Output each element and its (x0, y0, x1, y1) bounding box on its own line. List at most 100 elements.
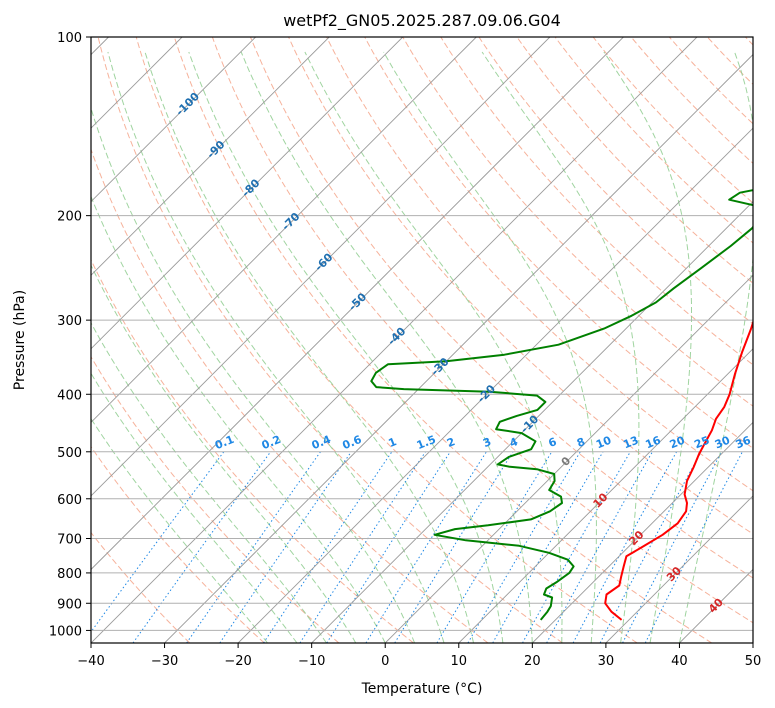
plot-area: -100-90-80-70-60-50-40-30-20-10010203040… (91, 10, 775, 643)
series-lines (370, 189, 753, 621)
mixing-ratio-label: 20 (668, 434, 687, 452)
mixing-ratio-label: 2 (445, 435, 457, 450)
isotherm-line (311, 201, 753, 643)
isotherm-line (91, 37, 404, 350)
isotherm-line (532, 421, 753, 643)
mixing-ratio-label: 3 (481, 435, 493, 450)
moist-adiabat-line (91, 417, 268, 643)
isotherm-label: -100 (173, 90, 202, 119)
isotherms (91, 37, 753, 643)
mixing-ratio-label: 0.4 (310, 433, 333, 452)
y-tick-label: 1000 (49, 624, 82, 639)
isotherm-line (605, 495, 753, 643)
isotherm-line (164, 53, 753, 643)
mixing-ratio-label: 10 (594, 434, 613, 452)
mixing-ratio-line (467, 451, 581, 643)
moist-adiabat-line (481, 51, 640, 643)
moist-adiabat-line (91, 321, 327, 643)
mixing-ratio-line (492, 451, 604, 643)
mixing-ratio-label: 0.2 (260, 433, 283, 452)
dry-adiabat-line (287, 37, 753, 535)
dry-adiabat-line (249, 37, 753, 579)
isotherm-line (91, 37, 477, 423)
mixing-ratio-line (522, 451, 631, 643)
mixing-ratio-label: 4 (508, 435, 520, 450)
mixing-ratio-line (394, 451, 514, 643)
dry-adiabat-line (91, 531, 191, 643)
moist-adiabat-line (603, 51, 692, 643)
isotherm-label: -70 (279, 210, 302, 233)
temperature-profile-line (604, 319, 753, 621)
mixing-ratio-line (219, 451, 352, 643)
dry-adiabat-line (135, 37, 638, 643)
isotherm-label: -30 (428, 355, 451, 378)
isotherm-label: -80 (239, 176, 262, 199)
y-tick-label: 100 (57, 31, 82, 46)
x-axis-title: Temperature (°C) (361, 681, 483, 697)
dry-adiabat-line (173, 37, 713, 643)
moist-adiabat-line (383, 51, 597, 643)
x-tick-label: −20 (224, 654, 251, 669)
dry-adiabat-line (91, 148, 489, 643)
x-tick-label: 40 (671, 654, 688, 669)
moist-adiabat-line (91, 372, 298, 643)
y-tick-label: 400 (57, 388, 82, 403)
chart-title: wetPf2_GN05.2025.287.09.06.G04 (283, 11, 561, 31)
dry-adiabat-line (440, 37, 753, 366)
dry-adiabat-line (630, 37, 753, 164)
mixing-ratio-line (91, 451, 225, 633)
mixing-ratio-label: 0.6 (341, 433, 364, 452)
mixing-ratio-label: 6 (547, 435, 559, 450)
mixing-ratio-line (186, 451, 321, 643)
mixing-ratio-line (644, 451, 743, 643)
moist-adiabat-line (678, 51, 753, 643)
isotherm-label: -50 (346, 290, 369, 313)
isotherm-label: -40 (385, 325, 408, 348)
isotherm-label: 40 (706, 595, 726, 615)
dewpoint-profile-line (370, 189, 753, 621)
x-tick-label: −30 (151, 654, 178, 669)
x-tick-label: 0 (381, 654, 389, 669)
x-axis: −40 −30 −20 −10 0 10 20 30 40 50 (77, 643, 761, 669)
dry-adiabat-line (91, 355, 340, 643)
moist-adiabat-line (91, 106, 416, 643)
x-tick-label: 20 (524, 654, 541, 669)
x-tick-label: −10 (298, 654, 325, 669)
moist-adiabat-line (240, 51, 533, 643)
mixing-ratio-label: 1.5 (415, 433, 438, 452)
y-tick-label: 700 (57, 533, 82, 548)
x-tick-label: −40 (77, 654, 104, 669)
mixing-ratio-label: 0.1 (213, 433, 236, 452)
dry-adiabat-line (516, 37, 753, 284)
dry-adiabat-line (757, 10, 775, 643)
dry-adiabat-line (554, 37, 753, 244)
isotherm-line (91, 37, 698, 643)
dry-adiabat-line (744, 37, 753, 46)
y-tick-label: 200 (57, 210, 82, 225)
dry-adiabat-line (364, 37, 753, 449)
isotherm-line (752, 642, 753, 643)
mixing-ratio-line (132, 451, 272, 643)
y-tick-label: 800 (57, 567, 82, 582)
isotherm-label: -60 (312, 250, 335, 273)
isotherm-line (91, 37, 551, 497)
moist-adiabats (91, 51, 753, 643)
dry-adiabat-line (668, 37, 753, 125)
mixing-ratio-label: 1 (387, 435, 399, 450)
mixing-ratio-label: 25 (692, 434, 711, 452)
mixing-ratio-label: 16 (644, 434, 663, 452)
dry-adiabat-line (706, 37, 753, 85)
y-axis: 100 200 300 400 500 600 700 800 900 1000 (49, 31, 91, 639)
moist-adiabat-line (144, 51, 474, 643)
dry-adiabat-line (97, 37, 563, 643)
x-tick-label: 30 (598, 654, 615, 669)
x-tick-label: 10 (451, 654, 468, 669)
mixing-ratio-line (436, 451, 553, 643)
moist-adiabat-line (304, 51, 563, 643)
dry-adiabat-line (478, 37, 753, 325)
isotherm-line (91, 37, 256, 203)
isotherm-label: -20 (475, 382, 498, 405)
mixing-ratio-label: 30 (713, 434, 732, 452)
mixing-ratio-label: 8 (575, 435, 587, 450)
moist-adiabat-line (91, 195, 386, 643)
